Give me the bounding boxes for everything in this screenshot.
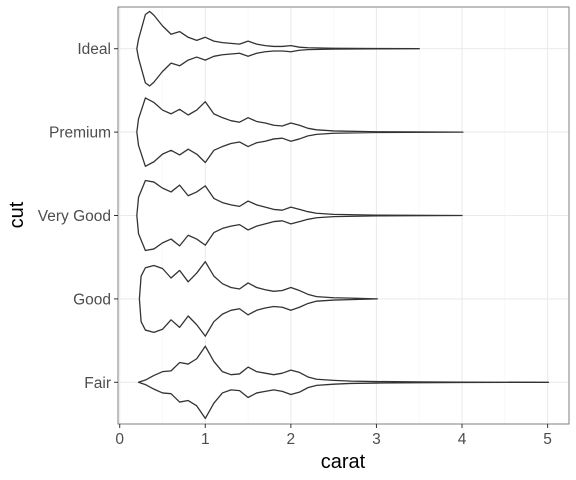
x-axis-title: carat bbox=[321, 451, 366, 473]
y-tick-label: Very Good bbox=[38, 208, 111, 225]
violin-good bbox=[138, 261, 378, 337]
x-axis-ticks: 0 1 2 3 4 5 bbox=[115, 424, 552, 448]
y-axis-ticks: Fair Good Very Good Premium Ideal bbox=[38, 41, 118, 392]
violin-very-good bbox=[136, 179, 463, 252]
y-tick-label: Ideal bbox=[77, 41, 111, 58]
y-axis-title: cut bbox=[6, 201, 28, 228]
violin-fair bbox=[137, 345, 550, 420]
x-tick-label: 4 bbox=[458, 431, 467, 448]
x-tick-label: 0 bbox=[115, 431, 124, 448]
x-tick-label: 1 bbox=[201, 431, 210, 448]
y-tick-label: Good bbox=[73, 291, 111, 308]
violin-ideal bbox=[136, 10, 420, 87]
y-tick-label: Premium bbox=[49, 125, 111, 142]
violins bbox=[136, 10, 550, 420]
y-tick-label: Fair bbox=[84, 375, 111, 392]
x-tick-label: 2 bbox=[287, 431, 296, 448]
x-tick-label: 3 bbox=[372, 431, 381, 448]
x-tick-label: 5 bbox=[543, 431, 552, 448]
violin-premium bbox=[136, 97, 464, 167]
